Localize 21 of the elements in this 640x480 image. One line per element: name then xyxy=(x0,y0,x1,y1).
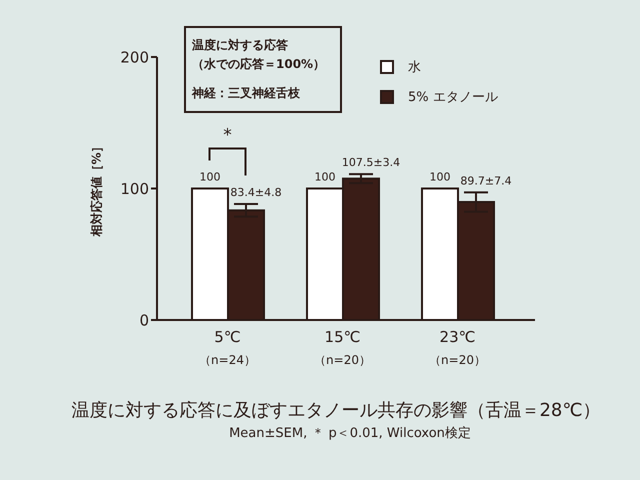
y-tick-label: 200 xyxy=(120,48,149,66)
data-label: 107.5±3.4 xyxy=(342,156,400,170)
legend-label: 水 xyxy=(408,59,421,76)
x-tick-label: 23℃ （n=20） xyxy=(429,328,486,367)
text: 温度に対する応答に及ぼすエタノール共存の影響（舌温＝28℃） xyxy=(70,399,602,422)
data-label: 89.7±7.4 xyxy=(460,174,512,188)
annotation: * xyxy=(223,126,232,146)
data-label: 100 xyxy=(314,170,336,184)
data-label: 100 xyxy=(430,170,450,184)
legend-label: 5% エタノール xyxy=(408,89,498,106)
y-axis-title: 相対応答値［%］ xyxy=(89,140,104,238)
annotation: 神経：三叉神経舌枝 xyxy=(192,85,301,102)
text: Mean±SEM, ＊ p＜0.01, Wilcoxon検定 xyxy=(228,425,472,442)
y-tick-label: 100 xyxy=(120,180,149,198)
text: 温度に対する応答 xyxy=(192,37,289,54)
x-tick-label: 5℃ （n=24） xyxy=(199,328,256,367)
data-label: 83.4±4.8 xyxy=(230,186,282,200)
y-tick-label: 0 xyxy=(139,311,149,330)
annotation: （水での応答＝100%） xyxy=(192,56,326,73)
x-tick-label: 15℃ （n=20） xyxy=(314,328,371,367)
data-label: 100 xyxy=(200,170,220,184)
